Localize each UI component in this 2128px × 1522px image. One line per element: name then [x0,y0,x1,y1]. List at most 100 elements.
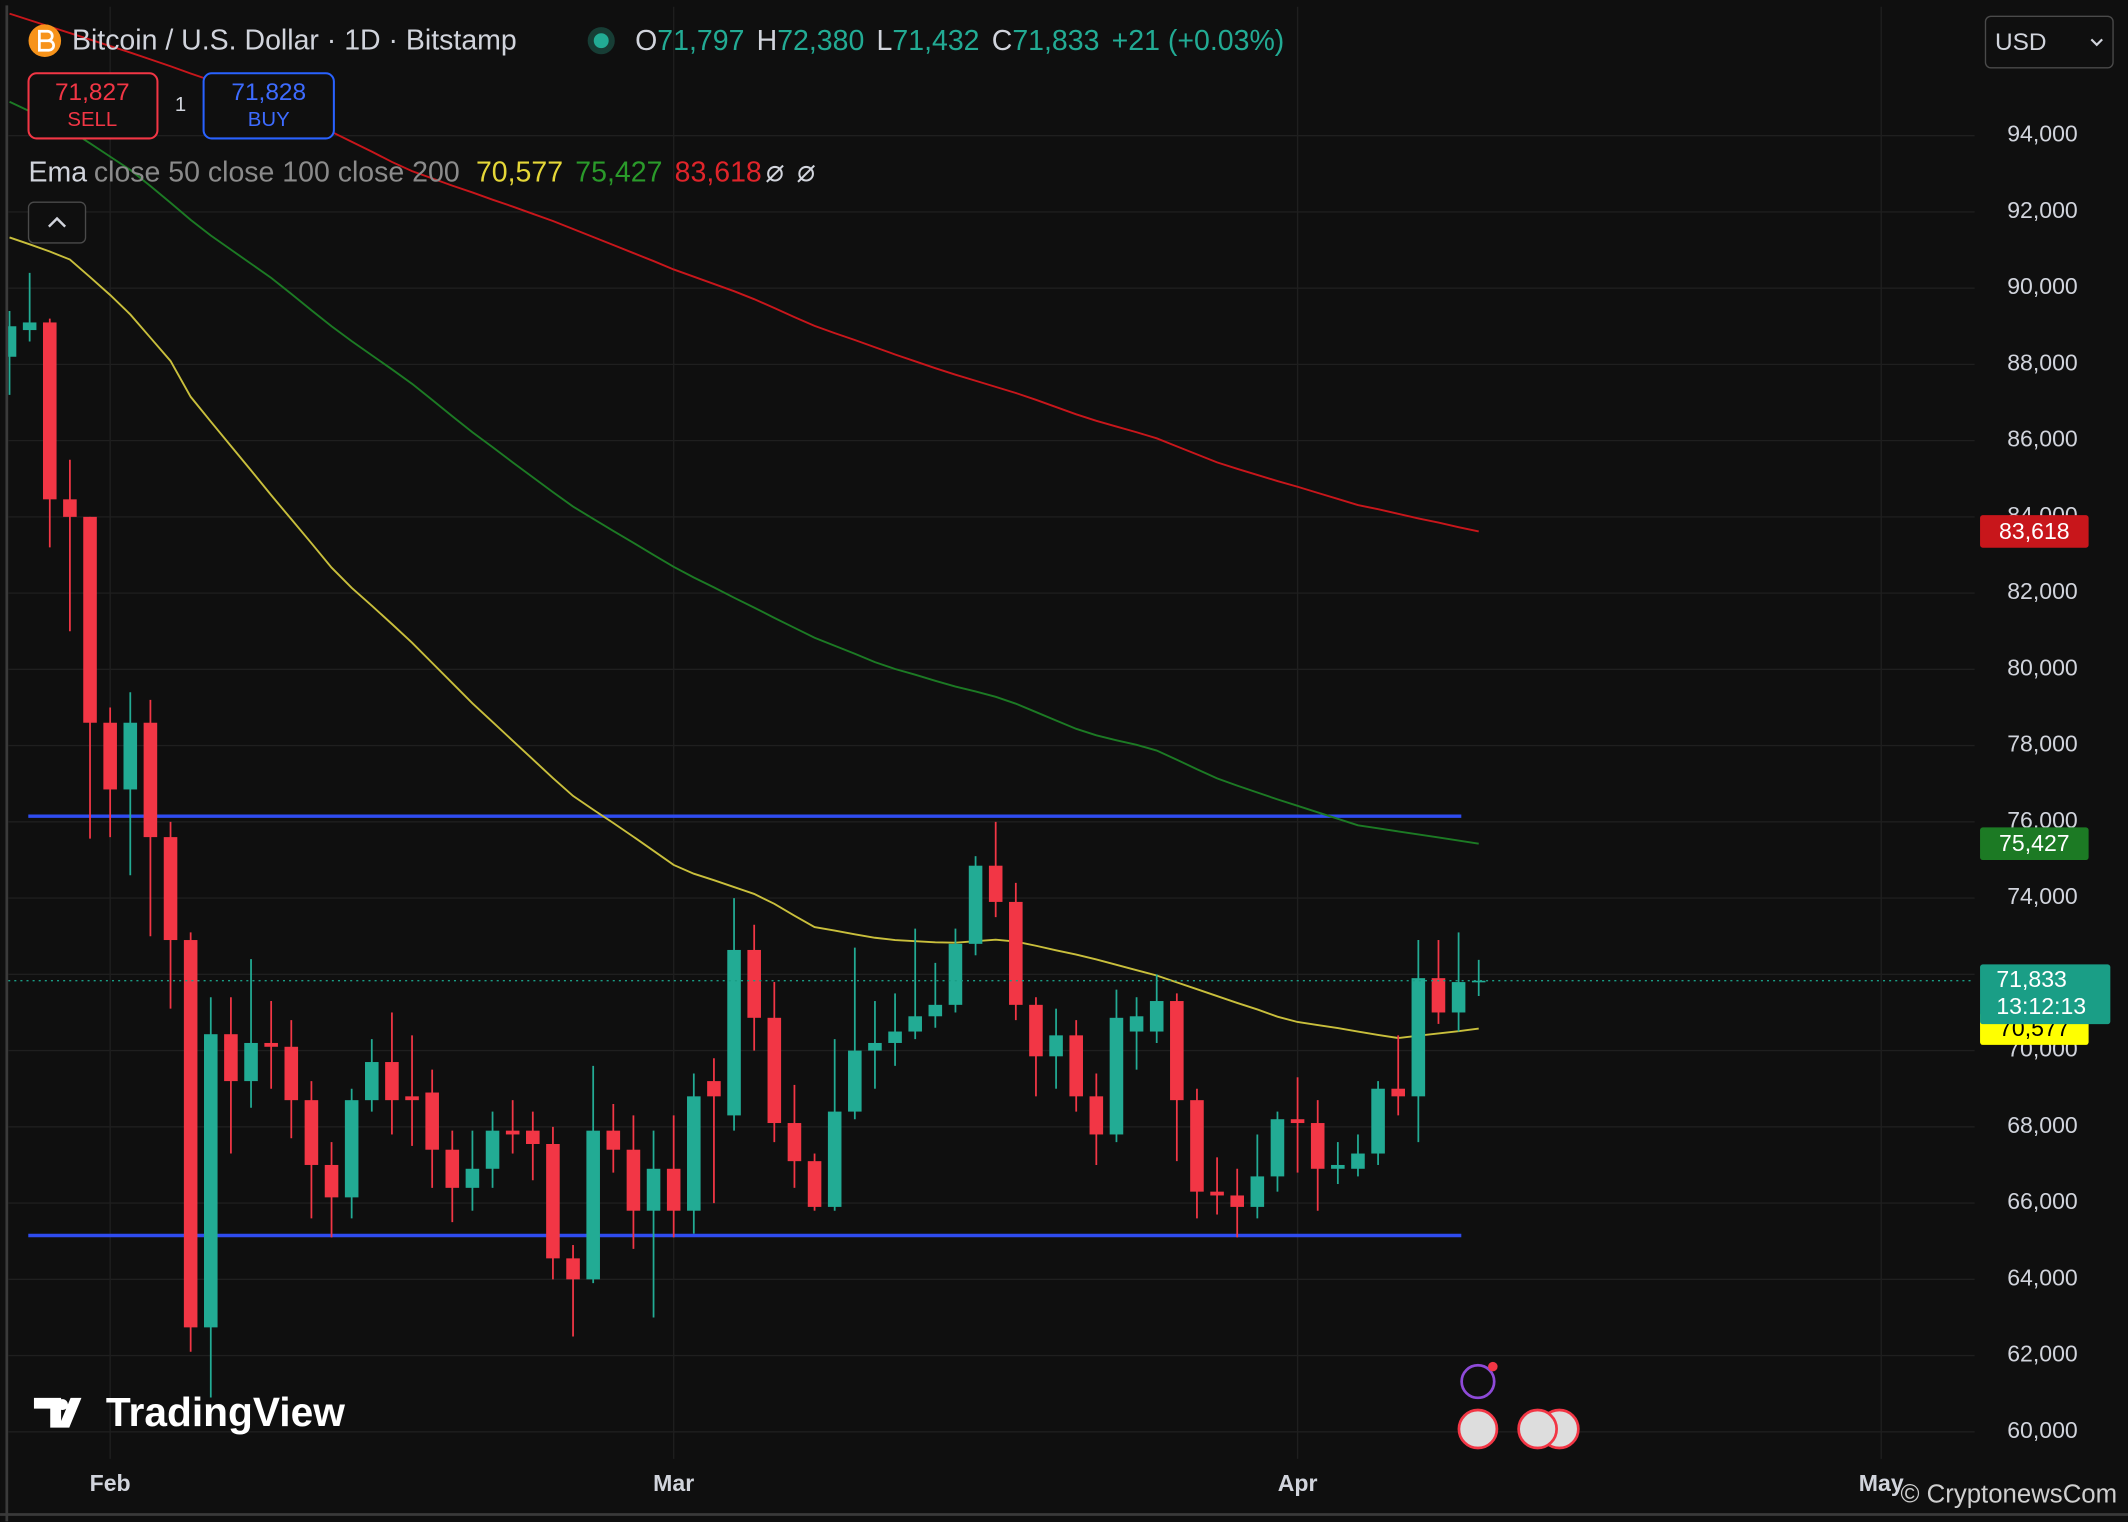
l-value: 71,432 [892,25,979,57]
candle-body [8,326,17,357]
y-tick-label: 92,000 [2007,197,2078,223]
candle-body [1431,978,1446,1013]
indicator-params: close 50 close 100 close 200 [94,156,460,188]
candle-body [1109,1017,1124,1135]
last-price-label: 71,833 [1996,966,2067,992]
indicator-legend: Ema close 50 close 100 close 200 70,577 75,… [29,156,762,188]
candle-body [344,1100,359,1198]
candle-body [1230,1195,1244,1207]
x-tick-label: Feb [90,1470,131,1496]
candle-body [505,1130,520,1135]
candle-body [83,516,97,723]
bitcoin-glyph [38,29,55,52]
candle-body [465,1168,480,1188]
y-tick-label: 62,000 [2007,1341,2078,1367]
buy-label: BUY [248,109,290,131]
y-tick-label: 86,000 [2007,426,2078,452]
buy-button[interactable] [202,72,335,140]
ema-badge [1980,827,2089,860]
buy-price: 71,828 [231,79,306,106]
y-tick-label: 80,000 [2007,654,2078,680]
last-price-badge [1980,964,2111,1025]
candle-body [888,1031,902,1043]
candle-body [626,1149,641,1211]
ema-badge [1980,515,2089,548]
candle-body [304,1100,319,1165]
candle-body [425,1092,439,1150]
header: Bitcoin / U.S. Dollar · 1D · Bitstamp O 7… [27,15,2114,244]
candle-body [485,1130,500,1169]
candle-body [707,1081,721,1097]
candle-body [646,1168,661,1211]
candle-body [908,1016,922,1032]
candle-body [526,1130,540,1144]
candle-body [1029,1004,1043,1057]
candle-body [1290,1119,1305,1124]
sell-label: SELL [67,109,117,131]
candle-body [1190,1100,1204,1192]
h-value: 72,380 [777,25,864,57]
candle-body [1129,1016,1144,1032]
candle-body [244,1042,258,1082]
candle-body [284,1046,299,1101]
candle-body [42,322,57,500]
candle-body [63,499,77,517]
y-tick-label: 90,000 [2007,273,2078,299]
candle-body [324,1164,339,1198]
candle-body [747,949,761,1018]
candle-body [1089,1096,1104,1135]
y-tick-label: 68,000 [2007,1112,2078,1138]
collapse-chevron [48,216,67,228]
candle-body [1170,1001,1184,1101]
x-tick-label: May [1859,1470,1904,1496]
ema-line [9,100,1479,845]
watermark: © CryptonewsCom [1901,1480,2118,1508]
y-tick-label: 88,000 [2007,349,2078,375]
x-tick-label: Apr [1278,1470,1318,1496]
candle-body [586,1130,600,1280]
candle-body [988,865,1003,902]
h-label: H [757,25,778,57]
candle-body [183,940,198,1328]
indicator-name: Ema [29,156,88,188]
currency: USD [1995,29,2047,56]
y-tick-label: 94,000 [2007,121,2078,147]
indicator-icons[interactable] [766,164,816,183]
o-label: O [635,25,657,57]
sell-button[interactable] [27,72,159,140]
candle-body [1371,1088,1385,1154]
indicator-value: 75,427 [575,156,662,188]
c-label: C [992,25,1013,57]
l-label: L [877,25,893,57]
candle-body [1391,1088,1406,1097]
candle-body [1149,1001,1164,1032]
ema-badge-label: 83,618 [1999,518,2070,544]
candle-body [606,1130,621,1150]
candle-body [22,322,37,331]
candle-body [767,1017,782,1124]
collapse-button[interactable] [27,201,87,244]
status-dot [593,33,609,49]
candle-body [1331,1164,1345,1169]
currency-select[interactable] [1984,15,2114,69]
candle-body [103,722,117,790]
candle-body [405,1096,419,1101]
candle-body [1270,1119,1285,1177]
candle-body [1009,901,1023,1005]
candle-body [666,1168,681,1211]
candle-body [928,1004,943,1017]
y-tick-label: 78,000 [2007,731,2078,757]
ema-line [9,236,1479,1039]
y-tick-label: 64,000 [2007,1264,2078,1290]
symbol-title: Bitcoin / U.S. Dollar · 1D · Bitstamp [72,25,517,57]
candle-body [365,1062,379,1101]
candle-body [385,1062,399,1101]
y-tick-label: 82,000 [2007,578,2078,604]
event-icons[interactable] [1457,1361,1580,1450]
candle-body [948,943,963,1005]
candle-body [787,1123,802,1162]
candle-body [566,1258,580,1280]
y-tick-label: 60,000 [2007,1417,2078,1443]
